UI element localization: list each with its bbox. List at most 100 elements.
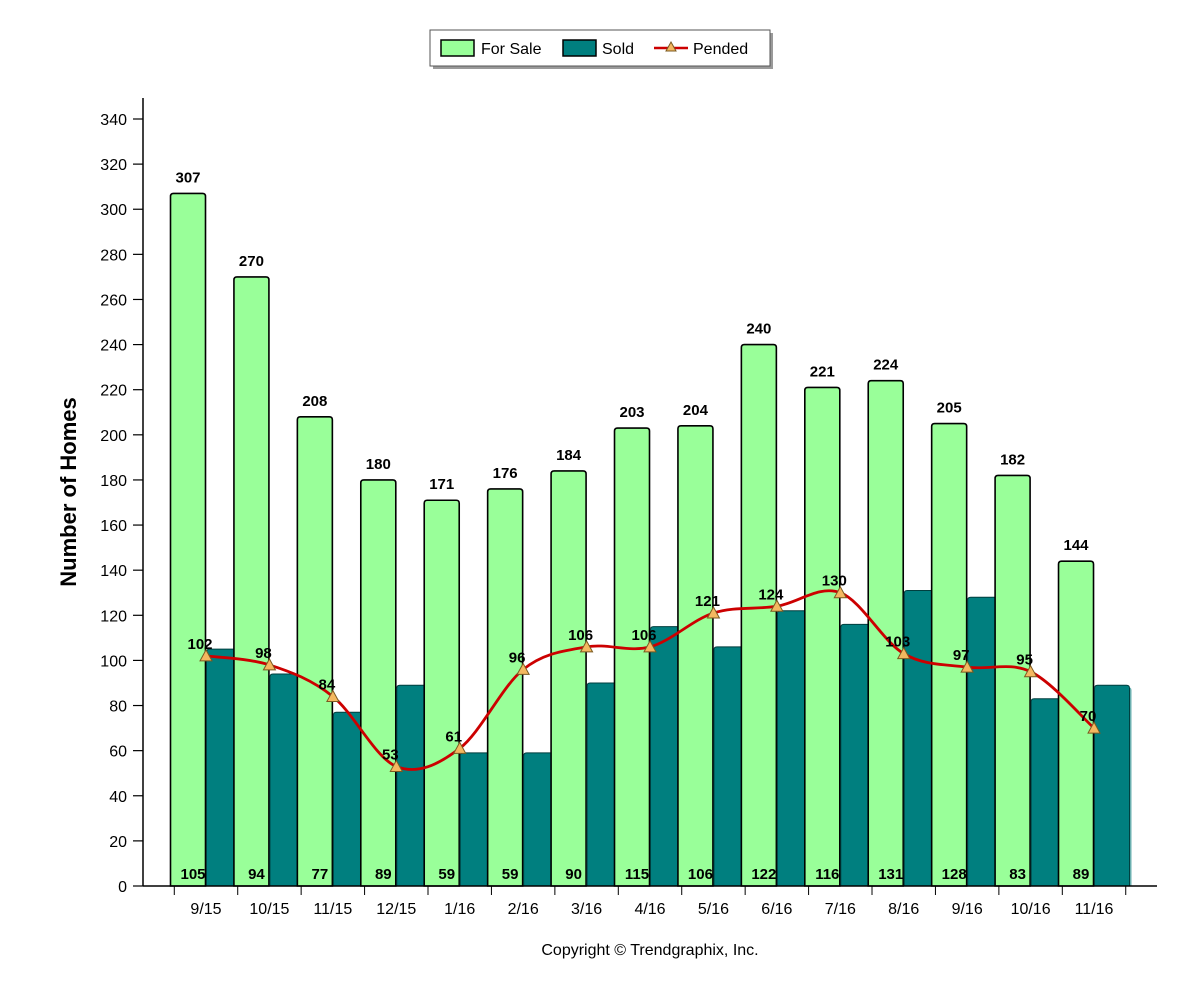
label-for-sale-5-16: 204 [683, 402, 709, 419]
legend-item-for-sale: For Sale [440, 39, 542, 58]
legend-marker-pended [665, 40, 677, 52]
y-tick-label-80: 80 [109, 699, 127, 716]
bar-sold-11-16 [1094, 684, 1131, 887]
marker-pended-4-16 [643, 639, 657, 653]
bar-for-sale-11-15 [296, 415, 334, 887]
marker-pended-8-16 [896, 646, 911, 660]
bar-for-sale-9-15 [169, 192, 207, 887]
bar-for-sale-6-16 [740, 343, 778, 887]
legend-swatch-for-sale [440, 39, 475, 57]
label-sold-3-16: 90 [565, 866, 582, 883]
y-tick-label-200: 200 [100, 428, 127, 445]
label-pended-4-16: 106 [631, 627, 656, 644]
label-pended-6-16: 124 [758, 586, 784, 603]
bar-for-sale-5-16 [677, 425, 714, 887]
bar-for-sale-3-16 [550, 470, 587, 887]
label-sold-5-16: 106 [688, 866, 713, 883]
x-tick-label-1-16: 1/16 [444, 901, 475, 918]
label-pended-8-16: 103 [885, 634, 910, 651]
bar-for-sale-10-16 [994, 474, 1031, 887]
label-for-sale-7-16: 221 [810, 363, 835, 380]
label-pended-10-16: 95 [1016, 652, 1033, 669]
legend-item-pended: Pended [654, 40, 748, 58]
x-tick-label-5-16: 5/16 [698, 901, 729, 918]
marker-pended-6-16 [770, 599, 784, 612]
x-tick-label-3-16: 3/16 [571, 901, 602, 918]
legend-label-sold: Sold [602, 41, 634, 58]
label-sold-2-16: 59 [502, 866, 519, 883]
label-pended-10-15: 98 [255, 645, 272, 662]
pended-line-layer [199, 585, 1101, 772]
label-for-sale-8-16: 224 [873, 357, 899, 374]
label-sold-10-16: 83 [1009, 866, 1026, 883]
marker-pended-1-16 [452, 741, 467, 754]
marker-pended-10-16 [1023, 664, 1038, 678]
value-labels: 307 105 102 270 94 98 208 77 84 180 89 53 171 59 61 176… [175, 169, 1096, 883]
label-for-sale-9-16: 205 [937, 400, 962, 417]
legend: For Sale Sold Pended [429, 29, 773, 69]
bar-for-sale-11-16 [1057, 560, 1095, 887]
bar-for-sale-10-15 [233, 276, 270, 887]
bar-for-sale-9-16 [930, 422, 968, 887]
label-sold-9-15: 105 [180, 866, 205, 883]
label-for-sale-10-15: 270 [239, 253, 264, 270]
marker-pended-3-16 [579, 639, 594, 653]
y-tick-label-140: 140 [100, 563, 127, 580]
label-pended-11-16: 70 [1080, 708, 1097, 725]
label-sold-10-15: 94 [248, 866, 265, 883]
legend-label-pended: Pended [693, 41, 748, 58]
x-tick-label-2-16: 2/16 [508, 901, 539, 918]
label-pended-3-16: 106 [568, 627, 593, 644]
label-for-sale-10-16: 182 [1000, 451, 1025, 468]
bars [169, 192, 1132, 887]
label-pended-5-16: 121 [695, 593, 720, 610]
label-sold-7-16: 116 [815, 866, 839, 883]
y-tick-label-280: 280 [100, 247, 127, 264]
marker-pended-9-16 [960, 660, 975, 673]
label-pended-12-15: 53 [382, 746, 399, 763]
marker-pended-10-15 [262, 657, 277, 671]
marker-pended-2-16 [516, 662, 530, 675]
y-tick-label-40: 40 [109, 789, 127, 806]
bar-for-sale-12-15 [359, 479, 397, 887]
y-tick-label-260: 260 [100, 292, 127, 309]
marker-pended-7-16 [833, 585, 848, 599]
bar-for-sale-8-16 [867, 379, 905, 887]
label-pended-11-15: 84 [319, 677, 336, 694]
y-tick-label-180: 180 [100, 473, 127, 490]
x-tick-label-10-15: 10/15 [249, 901, 289, 918]
x-tick-label-4-16: 4/16 [634, 901, 665, 918]
bar-for-sale-1-16 [423, 499, 461, 887]
label-sold-4-16: 115 [625, 866, 649, 883]
copyright-text: Copyright © Trendgraphix, Inc. [541, 942, 758, 959]
legend-label-for-sale: For Sale [481, 41, 542, 58]
x-tick-label-7-16: 7/16 [825, 901, 856, 918]
x-tick-label-10-16: 10/16 [1011, 901, 1051, 918]
label-sold-12-15: 89 [375, 866, 392, 883]
y-tick-label-100: 100 [100, 653, 127, 670]
marker-pended-12-15 [389, 759, 404, 772]
y-tick-label-20: 20 [109, 834, 127, 851]
label-sold-1-16: 59 [438, 866, 455, 883]
label-for-sale-2-16: 176 [493, 465, 518, 482]
label-for-sale-1-16: 171 [429, 476, 454, 493]
y-tick-label-120: 120 [100, 608, 127, 625]
label-for-sale-3-16: 184 [556, 447, 582, 464]
axes: 0 20 40 60 80 100 120 140 160 180 200 220 240 260 280 3… [100, 98, 1157, 918]
label-pended-1-16: 61 [445, 728, 462, 745]
label-for-sale-4-16: 203 [619, 404, 644, 421]
y-tick-label-160: 160 [100, 518, 127, 535]
marker-pended-11-15 [326, 689, 340, 703]
label-for-sale-9-15: 307 [175, 169, 200, 186]
legend-swatch-sold [562, 39, 597, 57]
x-tick-label-8-16: 8/16 [888, 901, 919, 918]
label-sold-11-15: 77 [312, 866, 329, 883]
x-tick-label-11-15: 11/15 [313, 901, 352, 918]
label-sold-8-16: 131 [878, 866, 903, 883]
label-pended-2-16: 96 [509, 649, 526, 666]
y-tick-label-240: 240 [100, 338, 127, 355]
marker-pended-9-15 [199, 648, 213, 662]
label-for-sale-11-16: 144 [1064, 537, 1090, 554]
y-tick-label-60: 60 [109, 744, 127, 761]
label-for-sale-12-15: 180 [366, 456, 391, 473]
